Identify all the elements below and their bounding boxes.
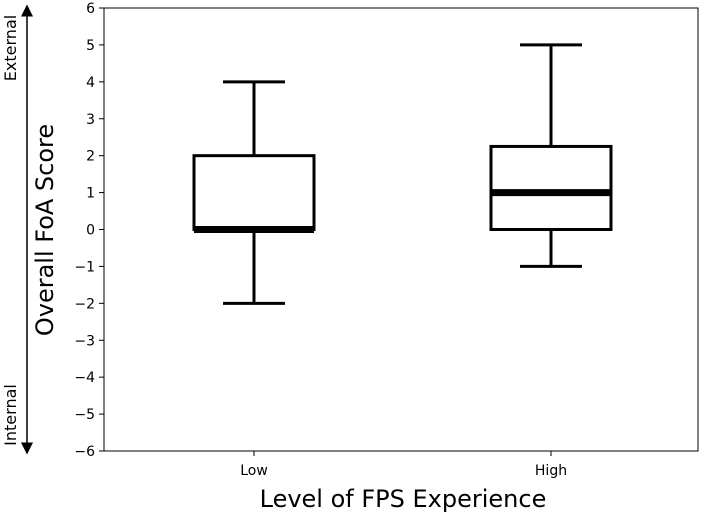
side-annotation: External Internal xyxy=(1,4,33,455)
x-tick-label: Low xyxy=(240,463,268,479)
y-tick-label: −1 xyxy=(74,259,95,275)
plot-frame xyxy=(103,7,699,452)
y-tick-label: 5 xyxy=(86,38,95,54)
box-high xyxy=(489,43,613,268)
y-tick-label: 6 xyxy=(86,1,95,17)
x-axis-title: Level of FPS Experience xyxy=(260,485,547,513)
y-tick-label: −3 xyxy=(74,333,95,349)
y-tick-label: −6 xyxy=(74,444,95,460)
y-axis-title: Overall FoA Score xyxy=(31,124,59,336)
y-tick-label: 0 xyxy=(86,223,95,239)
iqr-box xyxy=(489,144,613,231)
y-tick-label: 2 xyxy=(86,149,95,165)
x-axis: Low High xyxy=(240,451,567,479)
y-tick-label: 4 xyxy=(86,75,95,91)
y-tick-label: −4 xyxy=(74,370,95,386)
y-tick-label: −5 xyxy=(74,407,95,423)
y-tick-label: 1 xyxy=(86,186,95,202)
external-label: External xyxy=(1,15,20,81)
internal-label: Internal xyxy=(1,384,20,446)
x-tick-label: High xyxy=(535,463,567,479)
iqr-box xyxy=(192,154,316,232)
boxes-layer xyxy=(192,43,613,305)
y-tick-label: −2 xyxy=(74,296,95,312)
y-tick-label: 3 xyxy=(86,112,95,128)
y-axis: 6 5 4 3 2 1 0 −1 −2 −3 −4 −5 −6 xyxy=(74,1,104,460)
box-low xyxy=(192,80,316,305)
